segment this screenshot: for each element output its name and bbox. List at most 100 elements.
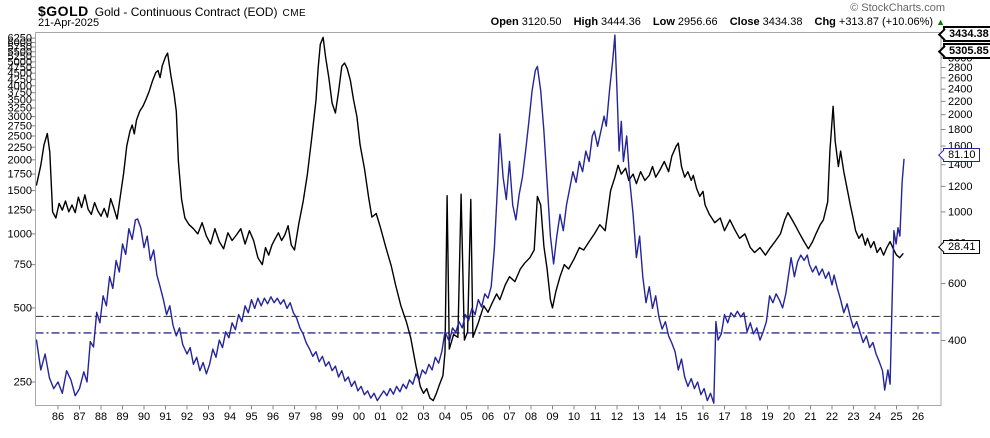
x-axis-year-label: 94: [224, 411, 236, 423]
y-axis-right-label: 2200: [948, 96, 972, 108]
y-axis-left-label: 6000: [8, 37, 32, 49]
y-axis-left-label: 4000: [8, 80, 32, 92]
x-axis-year-label: 19: [761, 411, 773, 423]
up-triangle-icon: ▲: [936, 17, 945, 27]
open-value: 3120.50: [521, 16, 562, 28]
y-axis-left-label: 3500: [8, 95, 32, 107]
x-axis-year-label: 90: [138, 411, 150, 423]
y-axis-left-label: 1500: [8, 185, 32, 197]
y-axis-right-label: 2800: [948, 62, 972, 74]
y-axis-right-label: 1400: [948, 159, 972, 171]
y-axis-left-label: 3750: [8, 87, 32, 99]
x-axis-year-label: 01: [374, 411, 386, 423]
x-axis-year-label: 18: [740, 411, 752, 423]
y-axis-left-label: 4750: [8, 62, 32, 74]
y-axis-left-label: 5250: [8, 51, 32, 63]
y-axis-right-label: 1000: [948, 206, 972, 218]
y-axis-left-label: 2000: [8, 154, 32, 166]
x-axis-year-label: 04: [439, 411, 451, 423]
x-axis-year-label: 96: [267, 411, 279, 423]
close-value: 3434.38: [762, 16, 803, 28]
x-axis-year-label: 13: [632, 411, 644, 423]
open-label: Open: [490, 16, 519, 28]
y-axis-right-label: 2600: [948, 72, 972, 84]
x-axis-year-label: 17: [718, 411, 730, 423]
x-axis-year-label: 86: [52, 411, 64, 423]
y-axis-right-label: 600: [948, 278, 966, 290]
plot-border: [35, 32, 942, 406]
symbol-label: $GOLD: [38, 3, 89, 19]
x-axis-year-label: 93: [202, 411, 214, 423]
x-axis-year-label: 15: [675, 411, 687, 423]
y-axis-left-label: 1250: [8, 205, 32, 217]
x-axis-year-label: 23: [847, 411, 859, 423]
symbol-description: Gold - Continuous Contract (EOD): [94, 5, 278, 19]
x-axis-year-label: 21: [804, 411, 816, 423]
y-axis-left-label: 6250: [8, 33, 32, 45]
x-axis-year-label: 02: [396, 411, 408, 423]
chart-date: 21-Apr-2025: [38, 17, 100, 29]
y-axis-left-label: 2500: [8, 131, 32, 143]
y-axis-left-label: 750: [14, 259, 32, 271]
chart-header: $GOLD Gold - Continuous Contract (EOD) CME: [38, 3, 306, 21]
y-axis-left-label: 5000: [8, 56, 32, 68]
low-value: 2956.66: [677, 16, 718, 28]
x-axis-year-label: 91: [159, 411, 171, 423]
x-axis-year-label: 24: [869, 411, 881, 423]
x-axis-year-label: 03: [417, 411, 429, 423]
x-axis-year-label: 14: [654, 411, 666, 423]
y-axis-left-label: 5500: [8, 46, 32, 58]
y-axis-right-label: 2400: [948, 84, 972, 96]
x-axis-year-label: 87: [73, 411, 85, 423]
y-axis-left-label: 3000: [8, 111, 32, 123]
price-callout-black-series: 28.41: [943, 240, 980, 254]
y-axis-left-label: 2250: [8, 142, 32, 154]
x-axis-year-label: 06: [482, 411, 494, 423]
chg-value: +313.87 (+10.06%): [838, 16, 934, 28]
y-axis-left-label: 250: [14, 377, 32, 389]
x-axis-year-label: 07: [503, 411, 515, 423]
x-axis-year-label: 22: [826, 411, 838, 423]
close-label: Close: [729, 16, 760, 28]
stockcharts-copyright-link[interactable]: © StockCharts.com: [850, 2, 945, 14]
blue-line: [35, 34, 905, 404]
price-callout-close: 3434.38: [943, 26, 990, 42]
x-axis-year-label: 16: [697, 411, 709, 423]
high-value: 3444.36: [601, 16, 641, 28]
x-axis-year-label: 10: [568, 411, 580, 423]
x-axis-year-label: 12: [611, 411, 623, 423]
y-axis-right-label: 2000: [948, 109, 972, 121]
x-axis-year-label: 89: [116, 411, 128, 423]
y-axis-left-label: 4500: [8, 68, 32, 80]
high-label: High: [573, 16, 599, 28]
x-axis-year-label: 20: [783, 411, 795, 423]
x-axis-year-label: 25: [890, 411, 902, 423]
x-axis-year-label: 88: [95, 411, 107, 423]
ohlc-quote-row: Open 3120.50 High 3444.36 Low 2956.66 Close…: [491, 16, 945, 28]
exchange-label: CME: [282, 8, 307, 19]
low-label: Low: [652, 16, 675, 28]
y-axis-left-label: 1750: [8, 169, 32, 181]
y-axis-right-label: 400: [948, 335, 966, 347]
y-axis-left-label: 3250: [8, 102, 32, 114]
y-axis-right-label: 1800: [948, 124, 972, 136]
x-axis-year-label: 98: [310, 411, 322, 423]
x-axis-year-label: 95: [245, 411, 257, 423]
chg-label: Chg: [814, 16, 836, 28]
x-axis-year-label: 99: [331, 411, 343, 423]
price-callout-secondary: 5305.85: [943, 43, 990, 59]
x-axis-year-label: 97: [288, 411, 300, 423]
x-axis-year-label: 05: [460, 411, 472, 423]
y-axis-left-label: 500: [14, 302, 32, 314]
x-axis-year-label: 11: [590, 411, 601, 423]
x-axis-year-label: 92: [181, 411, 193, 423]
price-callout-blue-series: 81.10: [943, 148, 980, 162]
black-line: [35, 36, 904, 402]
x-axis-year-label: 08: [525, 411, 537, 423]
x-axis-year-label: 00: [353, 411, 365, 423]
y-axis-left-label: 5750: [8, 42, 32, 54]
y-axis-left-label: 1000: [8, 228, 32, 240]
y-axis-right-label: 1200: [948, 181, 972, 193]
